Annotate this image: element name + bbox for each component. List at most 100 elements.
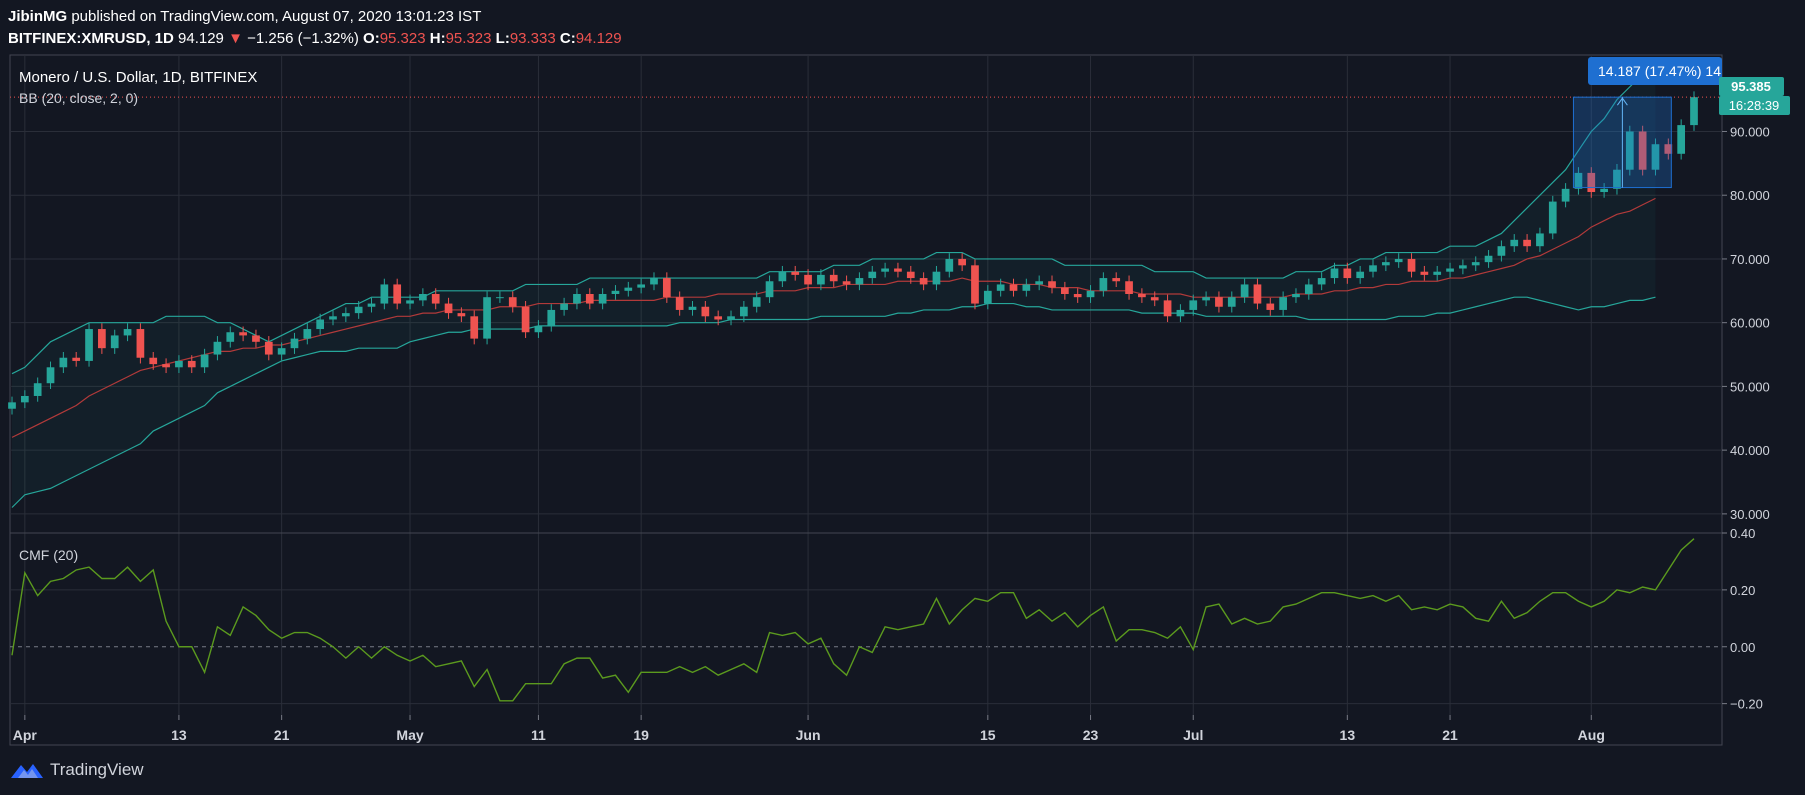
candle — [945, 253, 954, 278]
candle-body — [264, 341, 273, 355]
candle — [1279, 291, 1287, 316]
candle — [585, 288, 594, 310]
footer-brand-label: TradingView — [50, 760, 144, 779]
candle — [894, 262, 902, 278]
candle-body — [585, 294, 594, 304]
candle-body — [1561, 188, 1570, 202]
candle-body — [1600, 188, 1608, 193]
candle-body — [252, 335, 260, 342]
candle-body — [958, 258, 966, 266]
candle — [200, 348, 209, 374]
candle-body — [1420, 271, 1429, 275]
candle-body — [1266, 303, 1275, 310]
price-axis[interactable]: 30.000 40.000 50.000 60.000 70.000 80.000 90.0… — [1722, 124, 1770, 522]
candle-body — [1343, 268, 1352, 279]
candle — [277, 342, 286, 361]
published-text: published on TradingView.com, August 07,… — [71, 8, 482, 25]
candle — [996, 278, 1005, 297]
candle-body — [354, 306, 363, 314]
countdown-badge: 16:28:39 — [1719, 96, 1790, 115]
candle-body — [316, 319, 325, 330]
candle-body — [855, 278, 864, 285]
candle-body — [778, 271, 787, 282]
measure-tool[interactable]: 14.187 (17.47%) 14 — [1572, 57, 1722, 189]
cmf-axis[interactable]: −0.20 0.00 0.20 0.40 — [1722, 526, 1763, 712]
candle-body — [496, 297, 504, 299]
price-axis-label: 40.000 — [1730, 443, 1770, 458]
candle — [226, 326, 235, 348]
candle — [1369, 259, 1377, 278]
candle — [419, 288, 427, 307]
candle — [1484, 250, 1493, 268]
price-badge: 95.385 — [1719, 77, 1784, 96]
candle-body — [817, 274, 825, 285]
high-label: H: — [429, 30, 446, 47]
candle — [316, 313, 325, 335]
candle — [1253, 278, 1262, 310]
time-axis-label: 13 — [1340, 727, 1356, 743]
candle-body — [1292, 294, 1300, 298]
price-badge-label: 95.385 — [1731, 79, 1771, 94]
candle — [688, 301, 697, 316]
candle — [817, 269, 825, 291]
candle — [213, 336, 222, 361]
candle — [367, 297, 376, 313]
candle — [1381, 256, 1390, 272]
candle-body — [842, 281, 851, 285]
bb-legend[interactable]: BB (20, close, 2, 0) — [19, 90, 138, 106]
candle-body — [1587, 172, 1596, 193]
candle — [1471, 256, 1480, 272]
time-axis[interactable]: Apr 13 21 May 11 19 Jun 15 23 Jul 13 21 Aug — [13, 715, 1605, 743]
time-axis-label: 11 — [531, 727, 546, 743]
tradingview-logo-icon — [11, 764, 43, 778]
candle-body — [727, 316, 735, 320]
price-axis-label: 80.000 — [1730, 188, 1770, 203]
candle-body — [46, 367, 55, 384]
price-axis-label: 90.000 — [1730, 124, 1770, 139]
candle-body — [59, 357, 68, 368]
time-axis-label: Jun — [796, 727, 821, 743]
candle — [740, 301, 748, 323]
candle-body — [1369, 265, 1377, 272]
candle — [149, 351, 158, 370]
candle — [1330, 262, 1339, 284]
candle-body — [1484, 255, 1493, 263]
candle-body — [1317, 278, 1326, 285]
candle — [1035, 275, 1044, 291]
candle-body — [611, 290, 620, 294]
candle — [72, 351, 81, 367]
candle — [46, 361, 55, 389]
symbol-label[interactable]: BITFINEX:XMRUSD, 1D — [8, 30, 174, 47]
time-axis-label: 13 — [171, 727, 187, 743]
bollinger-lower-line — [11, 296, 1656, 508]
candle-body — [123, 329, 132, 336]
cmf-legend[interactable]: CMF (20) — [19, 547, 78, 563]
time-axis-label: Apr — [13, 727, 38, 743]
candle — [1407, 253, 1416, 278]
candle — [431, 288, 440, 310]
pair-legend[interactable]: Monero / U.S. Dollar, 1D, BITFINEX — [19, 69, 257, 86]
candle-body — [406, 300, 414, 304]
time-axis-label: 15 — [980, 727, 996, 743]
footer-brand[interactable]: TradingView — [10, 760, 144, 780]
candle — [1343, 262, 1352, 284]
open-value: 95.323 — [379, 30, 426, 47]
candle-body — [457, 313, 466, 317]
candle — [8, 396, 16, 415]
candle — [1176, 304, 1185, 323]
candle — [20, 390, 29, 409]
candle — [1561, 183, 1570, 208]
cmf-axis-label: 0.40 — [1730, 526, 1755, 541]
candle — [496, 291, 504, 303]
cmf-axis-label: 0.00 — [1730, 640, 1755, 655]
candle — [727, 310, 735, 326]
candle — [1189, 294, 1198, 316]
candle — [123, 323, 132, 342]
candle-body — [1227, 297, 1236, 307]
candle — [881, 262, 889, 278]
candle-body — [1099, 278, 1108, 291]
author-name[interactable]: JibinMG — [8, 8, 68, 25]
cmf-axis-label: −0.20 — [1730, 697, 1763, 712]
time-axis-label: Aug — [1578, 727, 1605, 743]
